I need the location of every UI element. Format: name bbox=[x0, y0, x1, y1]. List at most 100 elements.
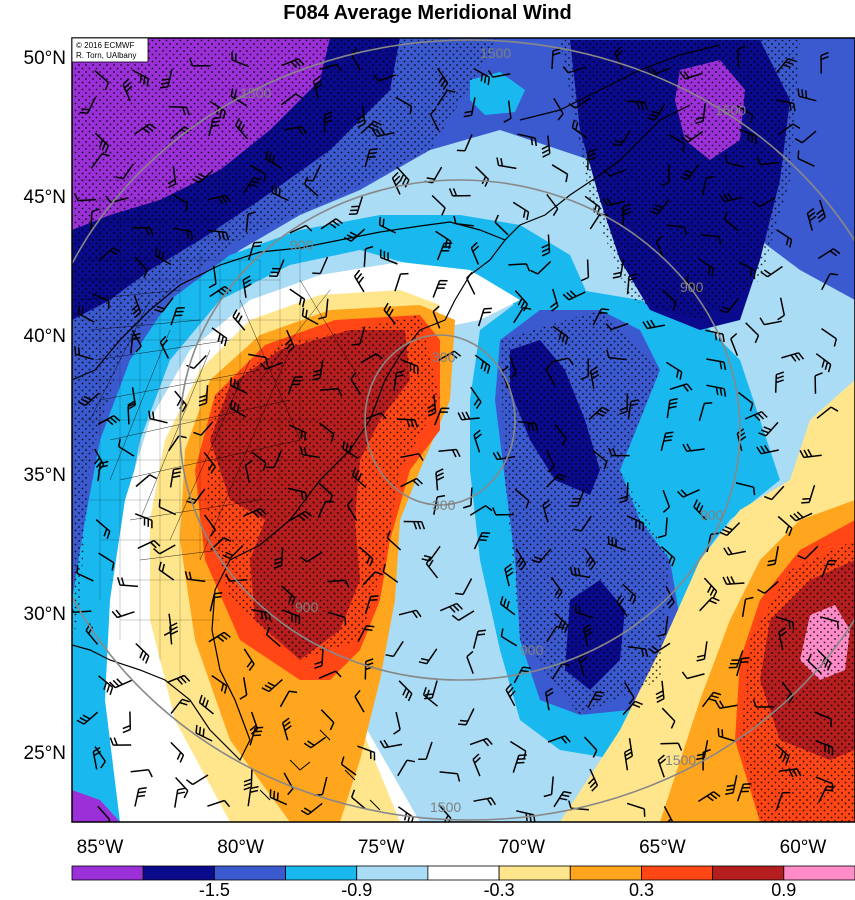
wind-barb bbox=[682, 443, 705, 453]
wind-barb bbox=[134, 513, 153, 529]
wind-barb bbox=[269, 259, 285, 277]
wind-barb bbox=[77, 392, 100, 407]
wind-barb bbox=[398, 609, 422, 619]
wind-barb bbox=[703, 577, 718, 599]
wind-barb bbox=[515, 548, 527, 571]
wind-barb bbox=[90, 208, 100, 230]
wind-barb bbox=[701, 175, 715, 196]
latitude-label: 40°N bbox=[24, 326, 66, 347]
wind-barb bbox=[436, 89, 456, 106]
wind-barb bbox=[797, 545, 819, 560]
wind-barb bbox=[265, 626, 281, 647]
coastline-gulf-st-lawrence bbox=[519, 44, 721, 121]
colorbar-swatch bbox=[427, 865, 500, 881]
wind-barb bbox=[434, 407, 450, 426]
wind-barb bbox=[662, 489, 671, 513]
wind-barb bbox=[477, 307, 492, 327]
wind-barb bbox=[603, 168, 627, 177]
wind-barb bbox=[657, 517, 668, 539]
wind-barb bbox=[127, 402, 136, 425]
longitude-label: 70°W bbox=[498, 837, 545, 858]
wind-barb bbox=[137, 539, 161, 549]
wind-barb bbox=[512, 754, 527, 773]
wind-barb bbox=[317, 500, 334, 519]
wind-barb bbox=[247, 241, 263, 261]
wind-barb bbox=[583, 736, 598, 758]
wind-barb bbox=[821, 559, 837, 578]
wind-barb bbox=[492, 507, 514, 516]
wind-barb bbox=[398, 680, 413, 702]
wind-barb bbox=[425, 556, 439, 579]
wind-barb bbox=[574, 604, 594, 619]
wind-barb bbox=[167, 674, 191, 685]
wind-barb bbox=[132, 227, 154, 236]
wind-barb bbox=[171, 193, 189, 212]
plot-area: 300 300 900 900 900 900 900 1500 1500 15… bbox=[72, 38, 855, 822]
wind-barb bbox=[592, 308, 610, 326]
wind-barb bbox=[127, 387, 137, 410]
wind-barb bbox=[723, 546, 746, 556]
longitude-label: 75°W bbox=[358, 837, 405, 858]
wind-barb bbox=[379, 249, 398, 265]
wind-barb bbox=[170, 307, 185, 326]
wind-barb bbox=[439, 771, 461, 782]
contour-label: 300 bbox=[432, 349, 456, 365]
wind-barb bbox=[400, 477, 424, 488]
wind-barb bbox=[660, 431, 674, 451]
wind-barb bbox=[571, 119, 588, 139]
wind-barb bbox=[814, 372, 823, 394]
wind-barb bbox=[357, 625, 375, 643]
wind-barb bbox=[340, 756, 357, 776]
wind-barb bbox=[211, 327, 228, 347]
contour-labels: 300 300 900 900 900 900 900 1500 1500 15… bbox=[240, 45, 746, 815]
wind-barb bbox=[312, 360, 324, 381]
wind-barb bbox=[320, 709, 335, 731]
wind-barb bbox=[725, 775, 738, 795]
wind-barb bbox=[499, 596, 516, 616]
latitude-label: 35°N bbox=[24, 465, 66, 486]
colorbar-label: 0.9 bbox=[771, 880, 796, 900]
wind-barb bbox=[655, 235, 665, 259]
wind-barb bbox=[517, 420, 539, 432]
wind-barb bbox=[589, 366, 600, 389]
wind-barb bbox=[473, 429, 482, 453]
wind-barb bbox=[820, 616, 840, 630]
wind-barb bbox=[681, 130, 704, 143]
wind-barb bbox=[474, 354, 491, 374]
wind-barb bbox=[789, 511, 813, 522]
wind-barb bbox=[531, 548, 552, 564]
wind-barb bbox=[158, 498, 177, 516]
wind-barb bbox=[801, 484, 816, 504]
wind-barb bbox=[473, 797, 497, 806]
wind-barb bbox=[358, 546, 374, 567]
wind-barb bbox=[95, 519, 111, 540]
wind-barb bbox=[453, 215, 474, 227]
wind-barb bbox=[695, 103, 706, 125]
wind-barb bbox=[243, 508, 267, 519]
wind-barb bbox=[775, 791, 791, 811]
wind-barb bbox=[612, 130, 631, 147]
wind-barb bbox=[448, 188, 471, 197]
wind-barb bbox=[363, 245, 374, 267]
wind-barb bbox=[546, 449, 555, 473]
contour-900 bbox=[179, 179, 741, 681]
wind-barb bbox=[109, 737, 132, 746]
wind-barb bbox=[698, 257, 715, 277]
credit-line-1: © 2016 ECMWF bbox=[76, 41, 134, 50]
longitude-label: 60°W bbox=[780, 837, 827, 858]
wind-barb bbox=[266, 450, 282, 469]
wind-barb bbox=[193, 421, 214, 436]
wind-barb bbox=[509, 356, 517, 380]
wind-barb bbox=[90, 153, 110, 169]
wind-barb bbox=[304, 176, 319, 197]
wind-barb bbox=[492, 451, 516, 461]
wind-barb bbox=[397, 806, 414, 822]
wind-barb bbox=[319, 422, 335, 442]
contour-label: 900 bbox=[680, 279, 704, 295]
wind-barb bbox=[350, 789, 366, 810]
wind-barb bbox=[530, 260, 552, 275]
wind-barb bbox=[705, 329, 725, 343]
wind-barb bbox=[719, 522, 741, 537]
wind-barb bbox=[806, 207, 817, 231]
wind-barb bbox=[175, 776, 189, 799]
